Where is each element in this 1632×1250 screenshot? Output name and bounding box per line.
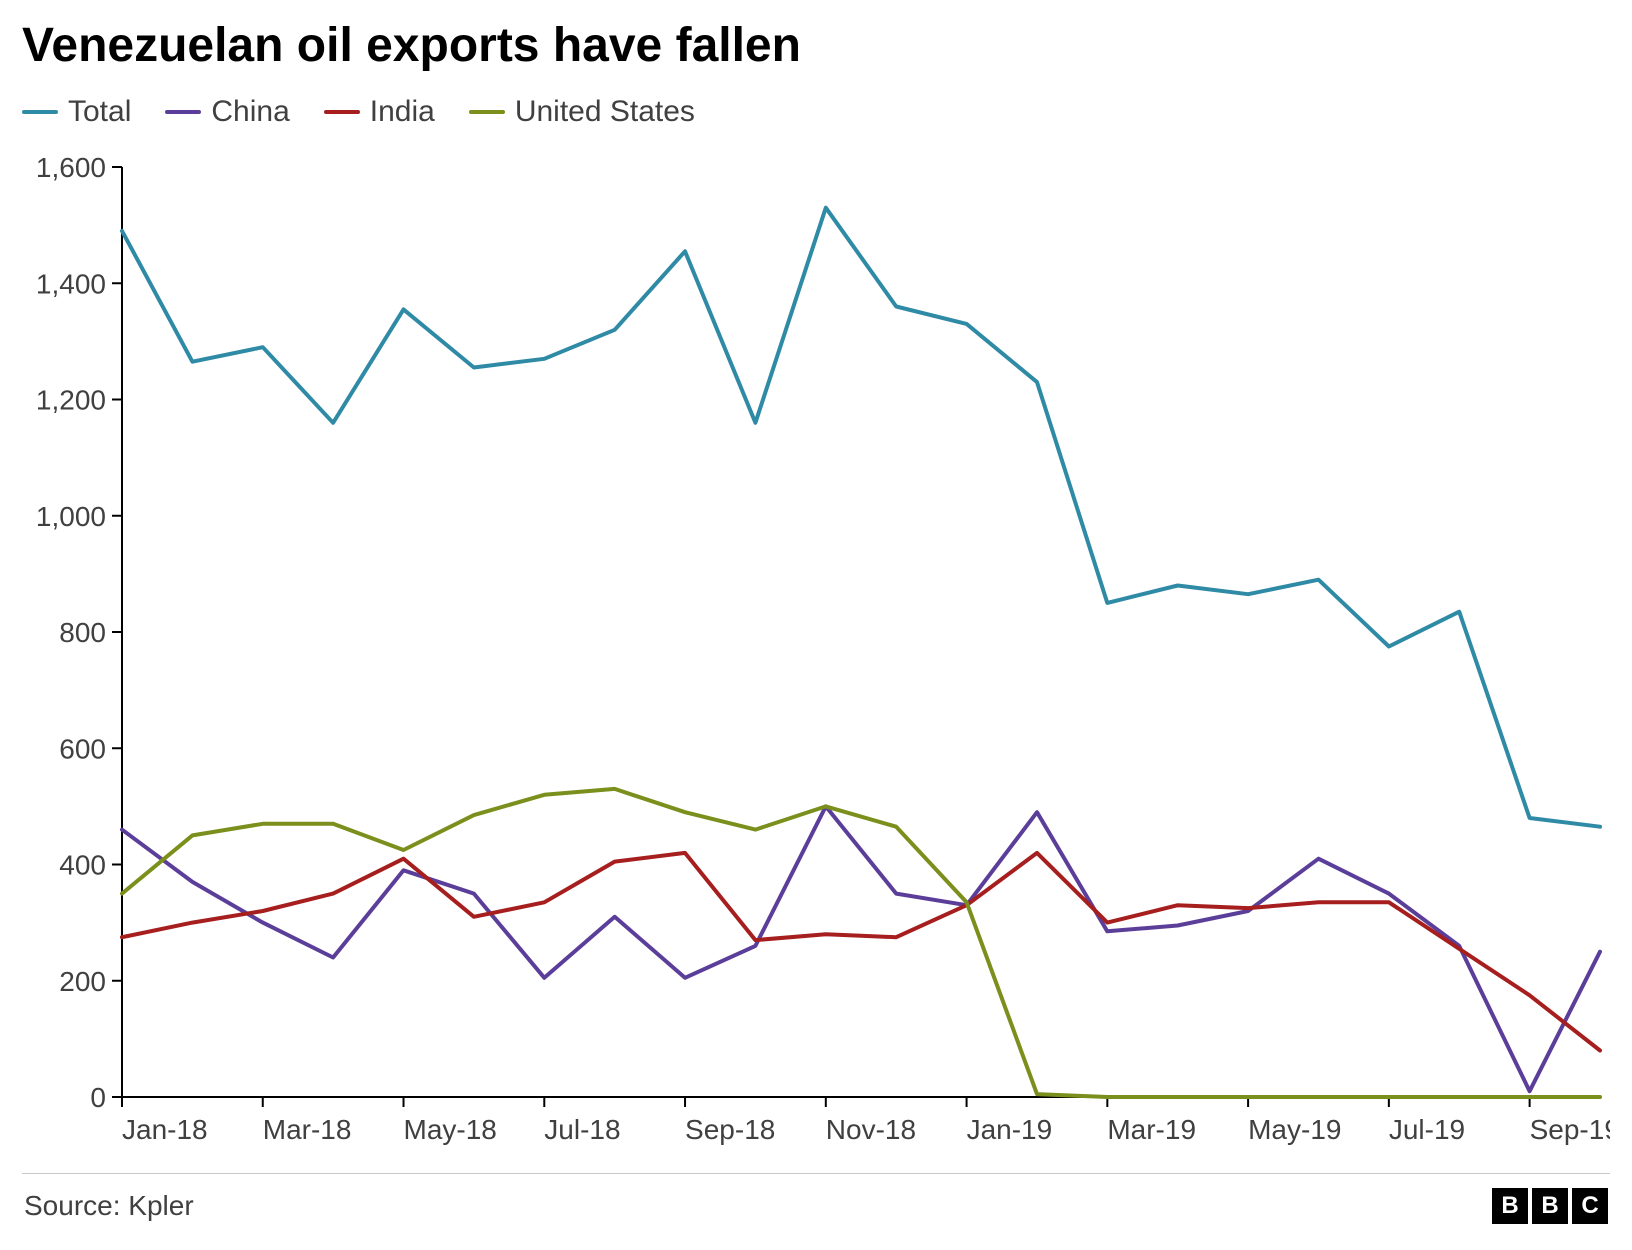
- x-tick-label: Jul-19: [1389, 1114, 1465, 1145]
- legend: Total China India United States: [22, 95, 1610, 129]
- x-tick-label: Mar-19: [1107, 1114, 1196, 1145]
- source-label: Source: Kpler: [24, 1190, 194, 1222]
- y-tick-label: 600: [59, 733, 106, 764]
- legend-swatch: [469, 110, 505, 114]
- x-tick-label: Jan-18: [122, 1114, 208, 1145]
- x-tick-label: May-18: [404, 1114, 497, 1145]
- legend-label: India: [370, 95, 435, 129]
- legend-label: United States: [515, 95, 695, 129]
- x-tick-label: Mar-18: [263, 1114, 352, 1145]
- y-tick-label: 1,400: [36, 268, 106, 299]
- legend-swatch: [324, 110, 360, 114]
- y-tick-label: 400: [59, 850, 106, 881]
- chart-title: Venezuelan oil exports have fallen: [22, 18, 1610, 73]
- bbc-letter: C: [1572, 1188, 1608, 1224]
- legend-item: United States: [469, 95, 695, 129]
- legend-swatch: [165, 110, 201, 114]
- x-tick-label: Sep-18: [685, 1114, 775, 1145]
- legend-item: Total: [22, 95, 131, 129]
- bbc-letter: B: [1532, 1188, 1568, 1224]
- bbc-logo: BBC: [1492, 1188, 1608, 1224]
- y-tick-label: 1,600: [36, 157, 106, 183]
- series-line: [122, 806, 1600, 1091]
- legend-swatch: [22, 110, 58, 114]
- x-tick-label: Nov-18: [826, 1114, 916, 1145]
- line-chart: 0 200 400 600 800 1,000 1,200 1,400 1,600 Jan-18 M…: [22, 157, 1610, 1157]
- series-line: [122, 853, 1600, 1051]
- x-tick-label: Sep-19: [1530, 1114, 1610, 1145]
- y-tick-label: 1,200: [36, 385, 106, 416]
- x-tick-label: Jul-18: [544, 1114, 620, 1145]
- x-tick-label: May-19: [1248, 1114, 1341, 1145]
- y-tick-label: 1,000: [36, 501, 106, 532]
- y-tick-label: 0: [90, 1082, 106, 1113]
- legend-item: China: [165, 95, 289, 129]
- legend-item: India: [324, 95, 435, 129]
- chart-svg: 0 200 400 600 800 1,000 1,200 1,400 1,600 Jan-18 M…: [22, 157, 1610, 1157]
- series-line: [122, 208, 1600, 827]
- legend-label: Total: [68, 95, 131, 129]
- footer: Source: Kpler BBC: [22, 1173, 1610, 1224]
- bbc-letter: B: [1492, 1188, 1528, 1224]
- y-tick-label: 200: [59, 966, 106, 997]
- legend-label: China: [211, 95, 289, 129]
- y-tick-label: 800: [59, 617, 106, 648]
- x-tick-label: Jan-19: [967, 1114, 1053, 1145]
